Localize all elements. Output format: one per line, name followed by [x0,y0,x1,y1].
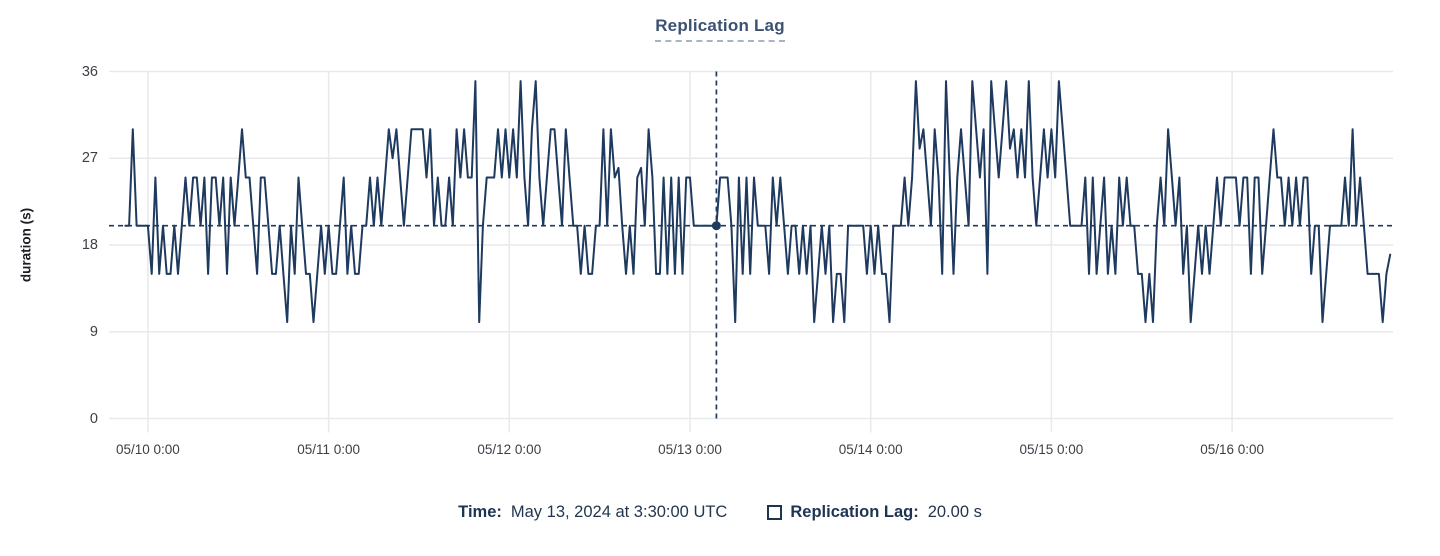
line-chart-plot-area[interactable] [0,0,1440,490]
x-tick-label: 05/13 0:00 [658,442,722,457]
y-tick-label: 9 [89,323,98,340]
series-value: 20.00 s [927,503,982,521]
time-value: May 13, 2024 at 3:30:00 UTC [510,503,728,521]
chart-title-row: Replication Lag [0,16,1440,42]
series-label: Replication Lag: [790,503,919,521]
y-tick-label: 18 [81,237,98,253]
hover-readout: Time: May 13, 2024 at 3:30:00 UTC Replic… [0,501,1440,523]
y-tick-label: 36 [81,63,98,80]
x-tick-label: 05/16 0:00 [1200,442,1264,457]
x-tick-label: 05/10 0:00 [115,442,180,457]
hovered-point-dot [711,221,721,231]
x-tick-label: 05/11 0:00 [297,442,360,457]
y-tick-label: 0 [89,410,98,427]
time-label: Time: [458,503,502,521]
replication-lag-series-line [124,80,1392,324]
x-tick-label: 05/12 0:00 [477,442,542,457]
chart-title[interactable]: Replication Lag [655,16,785,42]
series-swatch-icon [767,504,783,520]
y-axis-title: duration (s) [18,207,34,283]
x-tick-label: 05/14 0:00 [838,442,903,457]
y-tick-label: 27 [81,150,98,167]
x-tick-label: 05/15 0:00 [1019,442,1084,457]
